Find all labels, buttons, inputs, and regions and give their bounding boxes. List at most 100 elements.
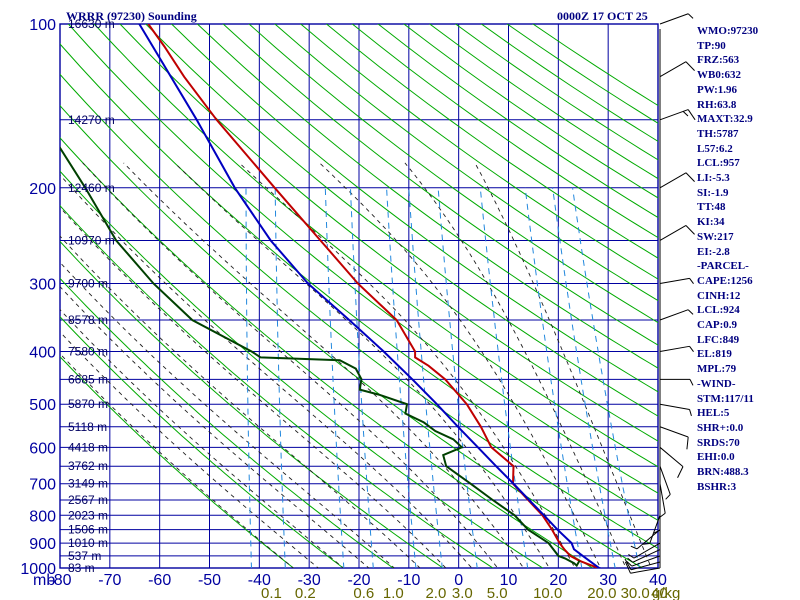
indices-panel: WMO:97230 TP:90 FRZ:563 WB0:632 PW:1.96 RH:63…: [697, 24, 758, 495]
wind-barb-staff: [659, 309, 689, 321]
temperature-tick-label: -30: [298, 572, 321, 589]
index-item: CAPE:1256: [697, 274, 753, 287]
wind-barb-layer: [624, 13, 696, 574]
index-item: WB0:632: [697, 69, 741, 82]
wind-barb: [643, 515, 661, 545]
dry-adiabat: [60, 43, 658, 521]
height-label: 5870 m: [68, 397, 108, 411]
temperature-profile: [147, 24, 603, 568]
index-item: TP:90: [697, 39, 726, 52]
index-item: LI:-5.3: [697, 172, 730, 185]
wind-barb-feather: [677, 466, 684, 478]
wind-barb-feather: [627, 557, 634, 563]
height-label: 10970 m: [68, 233, 115, 247]
index-item: BSHR:3: [697, 480, 737, 493]
pressure-tick-label: 200: [29, 181, 56, 198]
pressure-unit-label: mb: [33, 572, 55, 589]
dry-adiabat: [60, 73, 658, 549]
wind-barb-staff: [659, 483, 666, 514]
wind-barb-staff: [632, 549, 661, 563]
height-label: 83 m: [68, 561, 95, 575]
index-item: LFC:849: [697, 333, 740, 346]
wind-barb: [659, 172, 695, 189]
wind-barb-feather: [685, 225, 695, 235]
mixing-ratio-line: [350, 187, 374, 568]
moist-adiabat: [60, 331, 319, 568]
pressure-tick-label: 400: [29, 345, 56, 362]
mixing-ratio-line: [479, 187, 529, 568]
height-label: 2023 m: [68, 508, 108, 522]
moist-adiabat: [404, 162, 627, 568]
moist-adiabat: [60, 308, 345, 568]
wind-barb-feather: [682, 111, 689, 117]
index-item: -WIND-: [697, 377, 736, 390]
wind-barb-feather: [686, 436, 689, 450]
wind-barb-staff: [631, 555, 661, 567]
mixing-ratio-label: 3.0: [452, 585, 473, 600]
index-item: EHI:0.0: [697, 451, 735, 464]
temperature-tick-label: -50: [198, 572, 221, 589]
wind-barb-staff: [659, 403, 690, 410]
dry-adiabat: [274, 24, 658, 302]
dewpoint-profile: [60, 146, 581, 568]
wind-barb-feather: [630, 545, 638, 550]
dry-adiabat: [60, 316, 345, 568]
wind-barb-staff: [659, 446, 684, 467]
dry-adiabat: [145, 24, 658, 417]
pressure-tick-label: 800: [29, 508, 56, 525]
height-label: 537 m: [68, 549, 101, 563]
wind-barb: [659, 403, 692, 417]
wind-barb-feather: [689, 346, 694, 352]
wind-barb-staff: [659, 172, 687, 189]
parcel-profile: [138, 24, 603, 568]
height-label: 2567 m: [68, 493, 108, 507]
mixing-ratio-line: [245, 187, 252, 568]
wind-barb: [624, 561, 661, 574]
pressure-tick-label: 900: [29, 536, 56, 553]
height-label: 14270 m: [68, 113, 115, 127]
pressure-tick-label: 600: [29, 440, 56, 457]
dry-adiabat: [222, 24, 658, 346]
index-item: EL:819: [697, 348, 732, 361]
wind-barb: [624, 558, 661, 571]
wind-barb-feather: [689, 379, 694, 386]
mixing-ratio-label: 0.2: [295, 585, 316, 600]
temperature-tick-label: 0: [454, 572, 463, 589]
wind-barb-feather: [685, 61, 695, 71]
wind-barb: [630, 529, 661, 550]
wind-barb-feather: [665, 494, 671, 500]
height-label: 3762 m: [68, 459, 108, 473]
index-item: TH:5787: [697, 127, 739, 140]
dry-adiabat: [299, 24, 658, 280]
wind-barb-feather: [624, 558, 632, 571]
index-item: FRZ:563: [697, 54, 740, 67]
index-item: CINH:12: [697, 289, 741, 302]
dry-adiabat: [60, 277, 394, 568]
mixing-ratio-label: 30.0: [621, 585, 650, 600]
wind-barb: [653, 500, 661, 534]
pressure-tick-label: 100: [29, 17, 56, 34]
height-label: 7580 m: [68, 345, 108, 359]
mixing-ratio-line: [524, 187, 583, 568]
wind-barb-feather: [643, 542, 650, 545]
dry-adiabat: [60, 170, 544, 568]
moist-adiabat: [60, 235, 421, 568]
pressure-tick-label: 1000: [20, 561, 56, 578]
index-item: KI:34: [697, 216, 725, 229]
index-item: WMO:97230: [697, 25, 759, 37]
dry-adiabat: [325, 24, 658, 259]
dry-adiabat: [93, 24, 658, 468]
height-label: 16630 m: [68, 17, 115, 31]
temperature-tick-label: 30: [599, 572, 617, 589]
profile-layer: [60, 24, 603, 568]
index-item: SRDS:70: [697, 436, 740, 449]
moist-adiabat: [60, 206, 447, 568]
wind-barb-staff: [659, 277, 690, 285]
wind-barb-feather: [687, 13, 694, 19]
mixing-ratio-label: 40: [651, 585, 668, 600]
moist-adiabat: [60, 352, 294, 568]
wind-barb-staff: [630, 561, 661, 571]
height-label: 9700 m: [68, 277, 108, 291]
valid-time: 0000Z 17 OCT 25: [557, 9, 648, 23]
